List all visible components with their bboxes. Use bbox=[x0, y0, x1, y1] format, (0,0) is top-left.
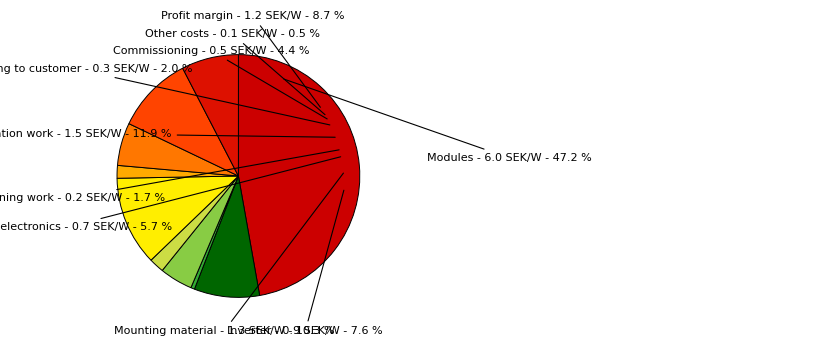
Wedge shape bbox=[117, 176, 238, 260]
Wedge shape bbox=[195, 176, 259, 297]
Text: Other electronics - 0.7 SEK/W - 5.7 %: Other electronics - 0.7 SEK/W - 5.7 % bbox=[0, 157, 340, 232]
Wedge shape bbox=[182, 55, 238, 176]
Wedge shape bbox=[191, 176, 238, 289]
Wedge shape bbox=[162, 176, 238, 288]
Text: Other costs - 0.1 SEK/W - 0.5 %: Other costs - 0.1 SEK/W - 0.5 % bbox=[145, 29, 325, 115]
Text: Commissioning - 0.5 SEK/W - 4.4 %: Commissioning - 0.5 SEK/W - 4.4 % bbox=[114, 46, 327, 119]
Wedge shape bbox=[151, 176, 238, 270]
Text: Inverter - 0.9 SEK/W - 7.6 %: Inverter - 0.9 SEK/W - 7.6 % bbox=[227, 190, 383, 337]
Wedge shape bbox=[118, 124, 238, 176]
Text: Planning work - 0.2 SEK/W - 1.7 %: Planning work - 0.2 SEK/W - 1.7 % bbox=[0, 150, 339, 203]
Text: Modules - 6.0 SEK/W - 47.2 %: Modules - 6.0 SEK/W - 47.2 % bbox=[284, 79, 591, 163]
Text: Installation work - 1.5 SEK/W - 11.9 %: Installation work - 1.5 SEK/W - 11.9 % bbox=[0, 128, 335, 139]
Text: Mounting material - 1.3 SEK/W - 10.3 %: Mounting material - 1.3 SEK/W - 10.3 % bbox=[114, 173, 344, 337]
Wedge shape bbox=[238, 55, 360, 296]
Text: Profit margin - 1.2 SEK/W - 8.7 %: Profit margin - 1.2 SEK/W - 8.7 % bbox=[161, 11, 344, 107]
Text: Shipping to customer - 0.3 SEK/W - 2.0 %: Shipping to customer - 0.3 SEK/W - 2.0 % bbox=[0, 64, 330, 125]
Wedge shape bbox=[129, 68, 238, 176]
Wedge shape bbox=[117, 165, 238, 178]
